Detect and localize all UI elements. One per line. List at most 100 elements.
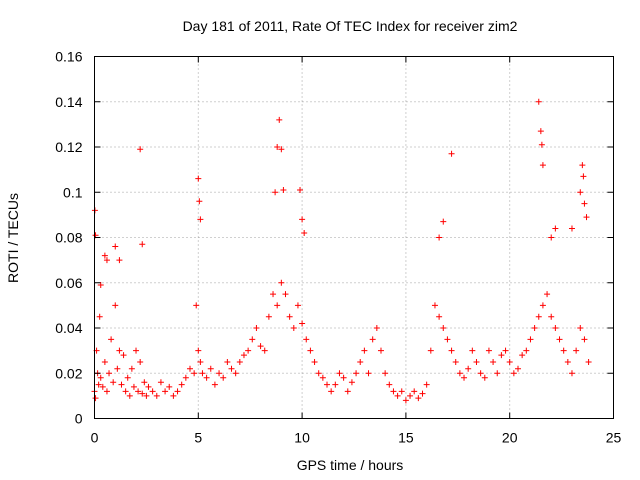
data-point [261, 347, 268, 354]
data-point [353, 370, 360, 377]
data-point [101, 358, 108, 365]
data-point [436, 313, 443, 320]
x-tick-label: 15 [398, 430, 414, 446]
data-point [415, 395, 422, 402]
data-point [382, 370, 389, 377]
x-axis-label: GPS time / hours [297, 457, 404, 473]
data-point [552, 225, 559, 232]
data-point [128, 365, 135, 372]
data-point [116, 347, 123, 354]
data-point [344, 388, 351, 395]
data-point [369, 336, 376, 343]
data-point [197, 358, 204, 365]
data-point [97, 374, 104, 381]
data-point [510, 370, 517, 377]
data-points [91, 98, 592, 404]
data-point [535, 98, 542, 105]
data-point [294, 302, 301, 309]
data-point [494, 370, 501, 377]
y-tick-label: 0.04 [55, 320, 82, 336]
data-point [137, 146, 144, 153]
data-point [141, 379, 148, 386]
data-point [257, 343, 264, 350]
data-point [448, 347, 455, 354]
data-point [579, 162, 586, 169]
data-point [207, 365, 214, 372]
data-point [332, 381, 339, 388]
data-point [539, 162, 546, 169]
y-axis-ticks: 0 0.02 0.04 0.06 0.08 0.1 0.12 0.14 0.16 [55, 49, 614, 427]
data-point [377, 347, 384, 354]
data-point [535, 313, 542, 320]
data-point [103, 257, 110, 264]
data-point [336, 370, 343, 377]
data-point [580, 173, 587, 180]
data-point [485, 347, 492, 354]
x-tick-label: 25 [606, 430, 622, 446]
data-point [402, 397, 409, 404]
data-point [249, 336, 256, 343]
data-point [110, 379, 117, 386]
data-point [539, 302, 546, 309]
data-point [361, 347, 368, 354]
data-point [106, 370, 113, 377]
data-point [411, 388, 418, 395]
data-point [280, 186, 287, 193]
data-point [456, 370, 463, 377]
data-point [519, 352, 526, 359]
data-point [490, 358, 497, 365]
y-tick-label: 0.1 [63, 184, 83, 200]
data-point [116, 257, 123, 264]
y-tick-label: 0.06 [55, 275, 82, 291]
data-point [577, 325, 584, 331]
chart-title: Day 181 of 2011, Rate Of TEC Index for r… [183, 18, 518, 34]
data-point [245, 347, 252, 354]
data-point [135, 388, 142, 395]
x-tick-label: 20 [502, 430, 518, 446]
data-point [303, 336, 310, 343]
data-point [120, 352, 127, 359]
data-point [473, 358, 480, 365]
data-point [145, 383, 152, 390]
data-point [556, 336, 563, 343]
data-point [236, 358, 243, 365]
data-point [112, 243, 119, 250]
data-point [527, 336, 534, 343]
data-point [274, 144, 281, 150]
data-point [506, 358, 513, 365]
y-tick-label: 0.14 [55, 94, 82, 110]
data-point [220, 374, 227, 381]
data-point [103, 388, 110, 395]
data-point [153, 392, 160, 399]
data-point [585, 358, 592, 365]
data-point [299, 216, 306, 223]
data-point [544, 291, 551, 298]
data-point [481, 374, 488, 381]
data-point [92, 395, 99, 402]
data-point [270, 291, 277, 298]
data-point [577, 189, 584, 196]
data-point [461, 374, 468, 381]
data-point [301, 229, 308, 236]
data-point [96, 313, 103, 320]
data-point [398, 388, 405, 395]
data-point [186, 365, 193, 372]
data-point [118, 381, 125, 388]
data-point [272, 189, 279, 196]
data-point [319, 374, 326, 381]
data-point [386, 381, 393, 388]
data-point [276, 116, 283, 123]
data-point [143, 392, 150, 399]
y-tick-label: 0.08 [55, 230, 82, 246]
data-point [157, 379, 164, 386]
data-point [191, 370, 198, 377]
data-point [552, 325, 559, 331]
data-point [253, 325, 260, 331]
data-point [178, 381, 185, 388]
data-point [537, 128, 544, 135]
data-point [560, 347, 567, 354]
data-point [139, 241, 146, 248]
data-point [423, 381, 430, 388]
y-axis-label: ROTI / TECUs [5, 193, 21, 283]
